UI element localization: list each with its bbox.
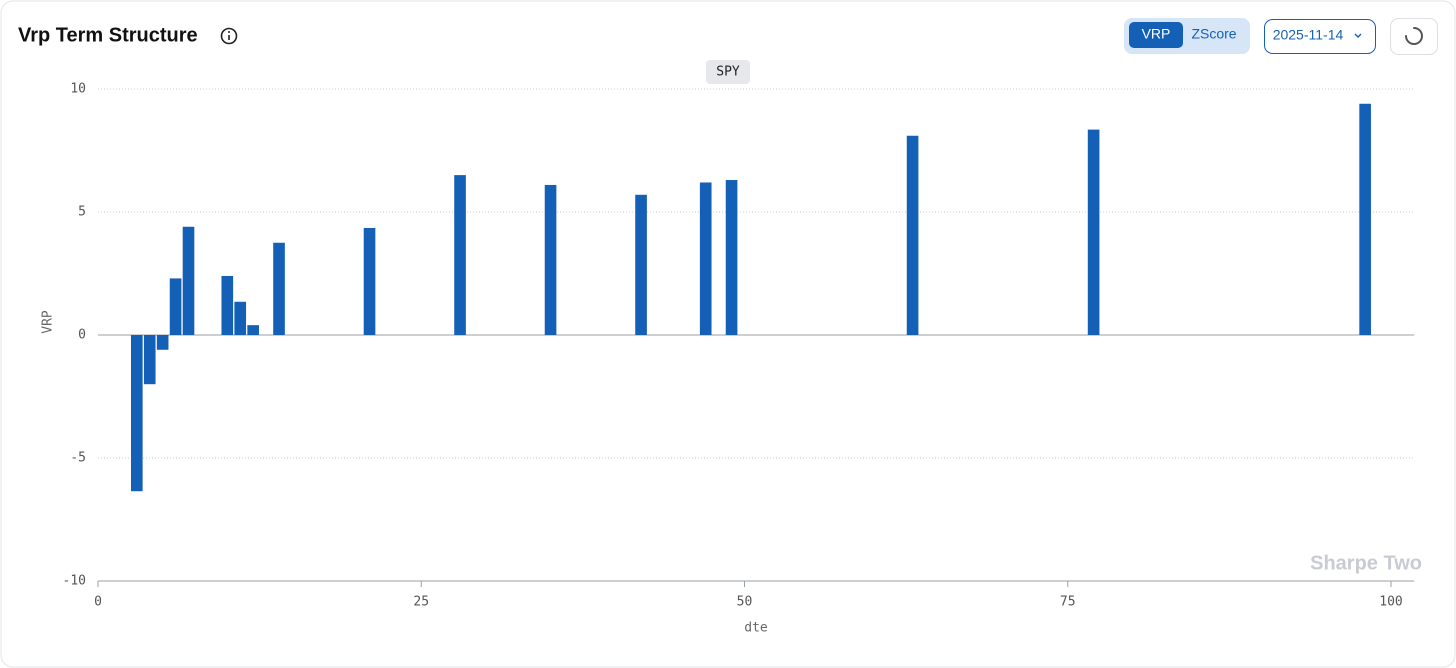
bar (725, 180, 738, 335)
bar (234, 301, 247, 335)
y-tick-label: -10 (63, 574, 86, 589)
bar (247, 325, 259, 335)
toggle-label[interactable]: VRP (1142, 26, 1171, 42)
bar (906, 135, 919, 335)
watermark: Sharpe Two (1310, 552, 1422, 574)
bar (182, 226, 195, 335)
chart-title: Vrp Term Structure (18, 24, 198, 46)
bar (544, 184, 557, 335)
y-tick-label: 5 (78, 205, 86, 220)
toggle-label[interactable]: ZScore (1191, 26, 1236, 42)
bar (273, 242, 285, 335)
refresh-button[interactable] (1390, 18, 1438, 55)
bar (1359, 103, 1371, 335)
x-axis-label: dte (744, 621, 768, 636)
bar (1087, 129, 1100, 335)
x-tick-label: 25 (413, 595, 429, 610)
bar (221, 275, 234, 335)
bar (699, 182, 712, 335)
bar (363, 227, 376, 335)
y-tick-label: 0 (78, 328, 86, 343)
x-tick-label: 0 (94, 595, 102, 610)
legend-label: SPY (716, 65, 740, 80)
toggle-button[interactable] (1129, 22, 1183, 48)
x-tick-label: 50 (737, 595, 753, 610)
x-tick-label: 100 (1379, 595, 1402, 610)
chevron (1354, 33, 1362, 38)
bar (143, 335, 156, 385)
x-tick-label: 75 (1060, 595, 1076, 610)
bar (169, 278, 182, 335)
spinner (1405, 27, 1423, 45)
y-axis-label: VRP (41, 310, 56, 334)
y-tick-label: 10 (70, 82, 86, 97)
bar (156, 335, 169, 350)
y-tick-label: -5 (70, 451, 86, 466)
bar (130, 335, 143, 492)
date-select[interactable] (1264, 19, 1376, 54)
bar (454, 175, 466, 335)
date-value[interactable]: 2025-11-14 (1273, 27, 1344, 43)
legend-badge (706, 60, 750, 84)
info-icon[interactable] (220, 27, 238, 45)
bar (635, 194, 647, 335)
